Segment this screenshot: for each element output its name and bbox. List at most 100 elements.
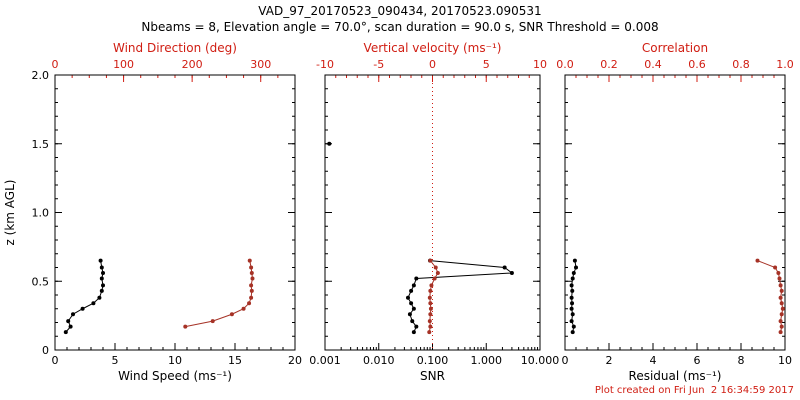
correlation-marker: [778, 319, 783, 324]
snr-profile-marker: [407, 312, 412, 317]
correlation-marker: [755, 258, 760, 263]
x-tick-label: 10: [168, 354, 182, 367]
top-tick-label: 200: [182, 58, 203, 71]
vertical-velocity-marker: [428, 288, 433, 293]
plot-title: VAD_97_20170523_090434, 20170523.090531: [258, 4, 542, 18]
snr-profile-marker: [502, 265, 507, 270]
correlation-marker: [773, 265, 778, 270]
vertical-velocity-marker: [428, 312, 433, 317]
top-tick-label: -5: [373, 58, 384, 71]
residual-marker: [571, 324, 576, 329]
snr-isolated-point-marker: [327, 141, 332, 146]
wind-direction-marker: [250, 276, 255, 281]
y-tick-label: 0.5: [32, 275, 50, 288]
creation-timestamp: Plot created on Fri Jun 2 16:34:59 2017: [594, 385, 794, 396]
residual-marker: [569, 295, 574, 300]
top-tick-label: 300: [250, 58, 271, 71]
vertical-velocity-marker: [432, 276, 437, 281]
wind-speed-marker: [71, 312, 75, 317]
top-axis-title: Vertical velocity (ms⁻¹): [364, 41, 502, 55]
correlation-marker: [778, 283, 783, 288]
plot-box: [564, 74, 786, 351]
snr-profile-marker: [410, 319, 415, 324]
residual-marker: [569, 283, 574, 288]
correlation-marker: [779, 312, 784, 317]
wind-direction-marker: [249, 283, 254, 288]
wind-direction-marker: [249, 295, 254, 300]
top-tick-label: 0.4: [644, 58, 662, 71]
x-tick-label: 0.100: [417, 354, 449, 367]
wind-speed-marker: [80, 306, 85, 311]
x-tick-label: 10: [778, 354, 792, 367]
snr-profile-line: [407, 260, 514, 333]
y-tick-label: 2.0: [32, 69, 50, 82]
correlation-marker: [777, 276, 782, 281]
snr-profile-marker: [405, 295, 410, 300]
x-tick-label: 0: [52, 354, 59, 367]
wind-direction-marker: [210, 319, 215, 324]
x-tick-label: 8: [738, 354, 745, 367]
vertical-velocity-marker: [428, 306, 433, 311]
y-tick-label: 1.5: [32, 138, 50, 151]
vertical-velocity-marker: [427, 330, 432, 335]
residual-marker: [570, 288, 575, 293]
residual-marker: [569, 306, 574, 311]
vertical-velocity-marker: [427, 319, 432, 324]
top-tick-label: 0: [52, 58, 59, 71]
top-tick-label: 1.0: [776, 58, 794, 71]
correlation-marker: [779, 301, 784, 306]
x-tick-label: 6: [694, 354, 701, 367]
wind-direction-marker: [229, 312, 234, 317]
x-tick-label: 10.000: [521, 354, 560, 367]
y-axis-title: z (km AGL): [3, 180, 17, 246]
panel-residual: 0 2 4 6 8 10 Residual (ms⁻¹) 0.0 0.2 0.4 0.6 0.8 1.0…: [556, 41, 794, 383]
vertical-velocity-marker: [435, 271, 440, 275]
wind-speed-line: [65, 260, 104, 333]
x-axis-title: Wind Speed (ms⁻¹): [118, 369, 232, 383]
x-tick-label: 20: [288, 354, 302, 367]
vertical-velocity-marker: [428, 301, 433, 306]
x-tick-label: 1.000: [471, 354, 503, 367]
snr-profile-marker: [509, 271, 514, 275]
x-tick-label: 2: [606, 354, 613, 367]
vertical-velocity-marker: [429, 283, 434, 288]
snr-profile-marker: [414, 324, 419, 329]
wind-direction-marker: [249, 265, 254, 270]
x-tick-label: 15: [228, 354, 242, 367]
top-tick-label: 0: [429, 58, 436, 71]
wind-direction-marker: [249, 271, 254, 275]
snr-profile-marker: [411, 330, 416, 335]
x-tick-label: 0.010: [363, 354, 395, 367]
snr-profile-marker: [411, 306, 416, 311]
y-tick-label: 1.0: [32, 207, 50, 220]
plot-subtitle: Nbeams = 8, Elevation angle = 70.0°, sca…: [141, 20, 659, 34]
wind-speed-marker: [101, 271, 105, 275]
wind-speed-marker: [99, 265, 104, 270]
residual-marker: [570, 301, 575, 306]
vertical-velocity-marker: [428, 324, 433, 329]
wind-speed-marker: [68, 324, 73, 329]
top-tick-label: 0.0: [556, 58, 574, 71]
top-tick-label: -10: [316, 58, 334, 71]
plot-box: [54, 74, 296, 351]
top-tick-label: 0.2: [600, 58, 618, 71]
residual-marker: [569, 319, 574, 324]
correlation-marker: [778, 295, 783, 300]
wind-direction-line: [185, 260, 253, 328]
snr-profile-marker: [414, 276, 419, 281]
residual-marker: [570, 312, 575, 317]
correlation-marker: [779, 324, 784, 329]
top-tick-label: 100: [113, 58, 134, 71]
residual-marker: [574, 265, 578, 270]
panel-snr: 0.001 0.010 0.100 1.000 10.000 SNR -10 -5 0 5 10 Ve…: [309, 41, 559, 383]
wind-direction-marker: [183, 324, 188, 329]
plot-box: [324, 74, 541, 351]
correlation-marker: [780, 306, 785, 311]
vertical-velocity-marker: [427, 295, 432, 300]
vertical-velocity-marker: [433, 265, 438, 270]
wind-speed-marker: [98, 258, 103, 263]
snr-profile-marker: [409, 288, 414, 293]
residual-marker: [570, 276, 575, 281]
